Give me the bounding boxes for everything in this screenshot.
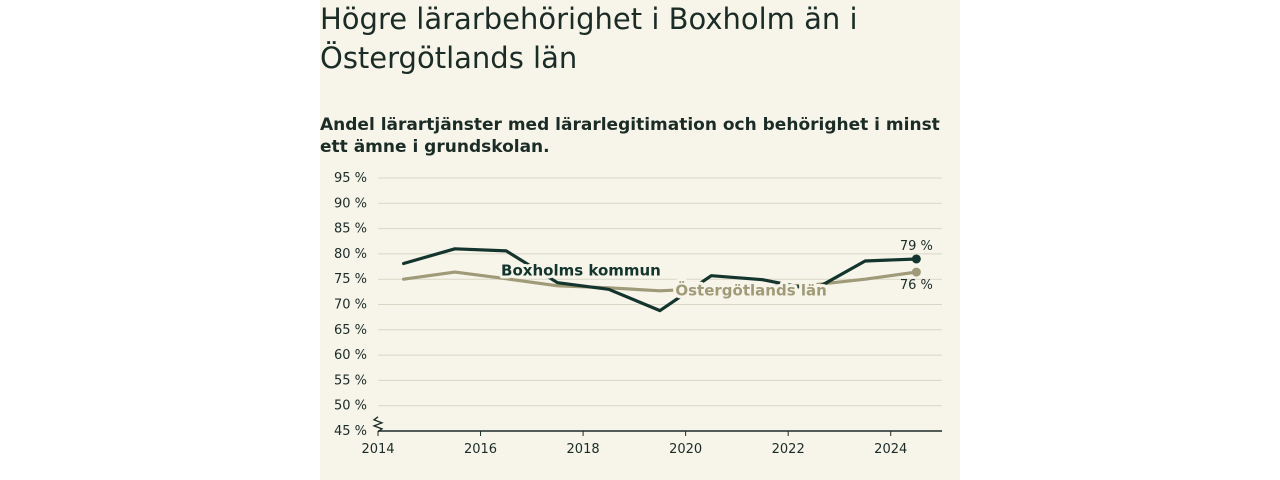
end-point-boxholm bbox=[911, 254, 921, 264]
y-tick-label-75: 75 % bbox=[334, 272, 367, 287]
x-tick-label-2018: 2018 bbox=[567, 442, 600, 457]
x-tick-label-2024: 2024 bbox=[874, 442, 907, 457]
chart-panel: Högre lärarbehörighet i Boxholm än i Öst… bbox=[320, 0, 960, 480]
y-tick-label-65: 65 % bbox=[334, 323, 367, 338]
axes: 45 % 50 % 55 % 60 % 65 % 70 % 75 % 80 % 85 % 90 %… bbox=[334, 171, 942, 457]
chart-subtitle: Andel lärartjänster med lärarlegitimatio… bbox=[320, 115, 940, 157]
gridlines bbox=[378, 177, 942, 407]
end-point-lan bbox=[911, 267, 921, 277]
line-chart: 45 % 50 % 55 % 60 % 65 % 70 % 75 % 80 % 85 % 90 %… bbox=[334, 171, 942, 457]
y-tick-label-60: 60 % bbox=[334, 348, 367, 363]
x-tick-label-2022: 2022 bbox=[772, 442, 805, 457]
series-label-lan: Östergötlands län bbox=[675, 280, 826, 299]
end-label-boxholm: 79 % bbox=[900, 239, 933, 254]
series-lines bbox=[401, 247, 921, 313]
y-tick-label-70: 70 % bbox=[334, 298, 367, 313]
axis-break-icon bbox=[372, 416, 384, 433]
series-line-lan bbox=[401, 270, 919, 293]
series-label-lan-halo: Östergötlands län bbox=[675, 280, 826, 299]
y-tick-label-55: 55 % bbox=[334, 373, 367, 388]
x-tick-label-2020: 2020 bbox=[669, 442, 702, 457]
x-tick-label-2016: 2016 bbox=[464, 442, 497, 457]
chart-title: Högre lärarbehörighet i Boxholm än i Öst… bbox=[320, 2, 858, 75]
series-label-boxholm-halo: Boxholms kommun bbox=[501, 262, 661, 280]
y-tick-label-45: 45 % bbox=[334, 424, 367, 439]
end-label-lan: 76 % bbox=[900, 278, 933, 293]
x-tick-label-2014: 2014 bbox=[361, 442, 394, 457]
y-tick-label-90: 90 % bbox=[334, 196, 367, 211]
y-tick-label-95: 95 % bbox=[334, 171, 367, 186]
series-label-boxholm: Boxholms kommun bbox=[501, 262, 661, 280]
y-tick-label-80: 80 % bbox=[334, 247, 367, 262]
series-line-boxholm bbox=[401, 247, 919, 313]
y-tick-label-50: 50 % bbox=[334, 399, 367, 414]
y-tick-label-85: 85 % bbox=[334, 222, 367, 237]
